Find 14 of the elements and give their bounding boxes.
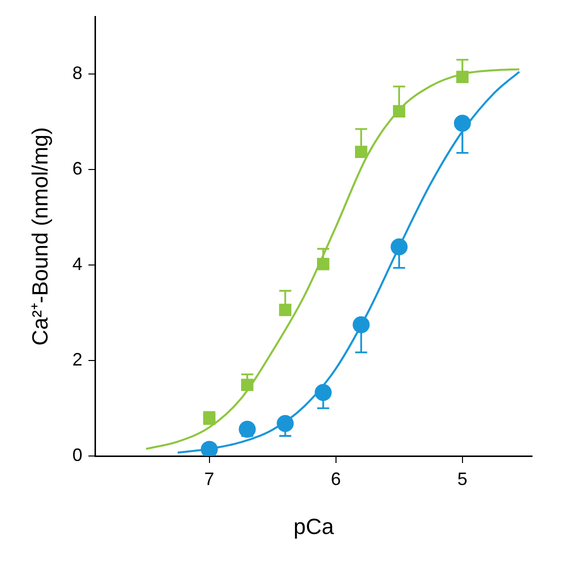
point xyxy=(238,420,256,438)
point xyxy=(355,146,368,158)
y-tick-label: 2 xyxy=(72,349,82,370)
x-axis-title: pCa xyxy=(294,514,335,539)
point xyxy=(203,412,216,425)
y-tick-label: 4 xyxy=(72,254,82,274)
point xyxy=(279,304,292,316)
x-tick-label: 5 xyxy=(457,468,468,489)
y-tick-label: 0 xyxy=(72,444,82,465)
y-tick-label: 8 xyxy=(72,63,82,84)
x-tick-label: 6 xyxy=(330,468,341,489)
y-axis-title: Ca²⁺-Bound (nmol/mg) xyxy=(27,127,52,346)
y-tick-label: 6 xyxy=(72,158,82,179)
x-tick-label: 7 xyxy=(204,468,214,489)
